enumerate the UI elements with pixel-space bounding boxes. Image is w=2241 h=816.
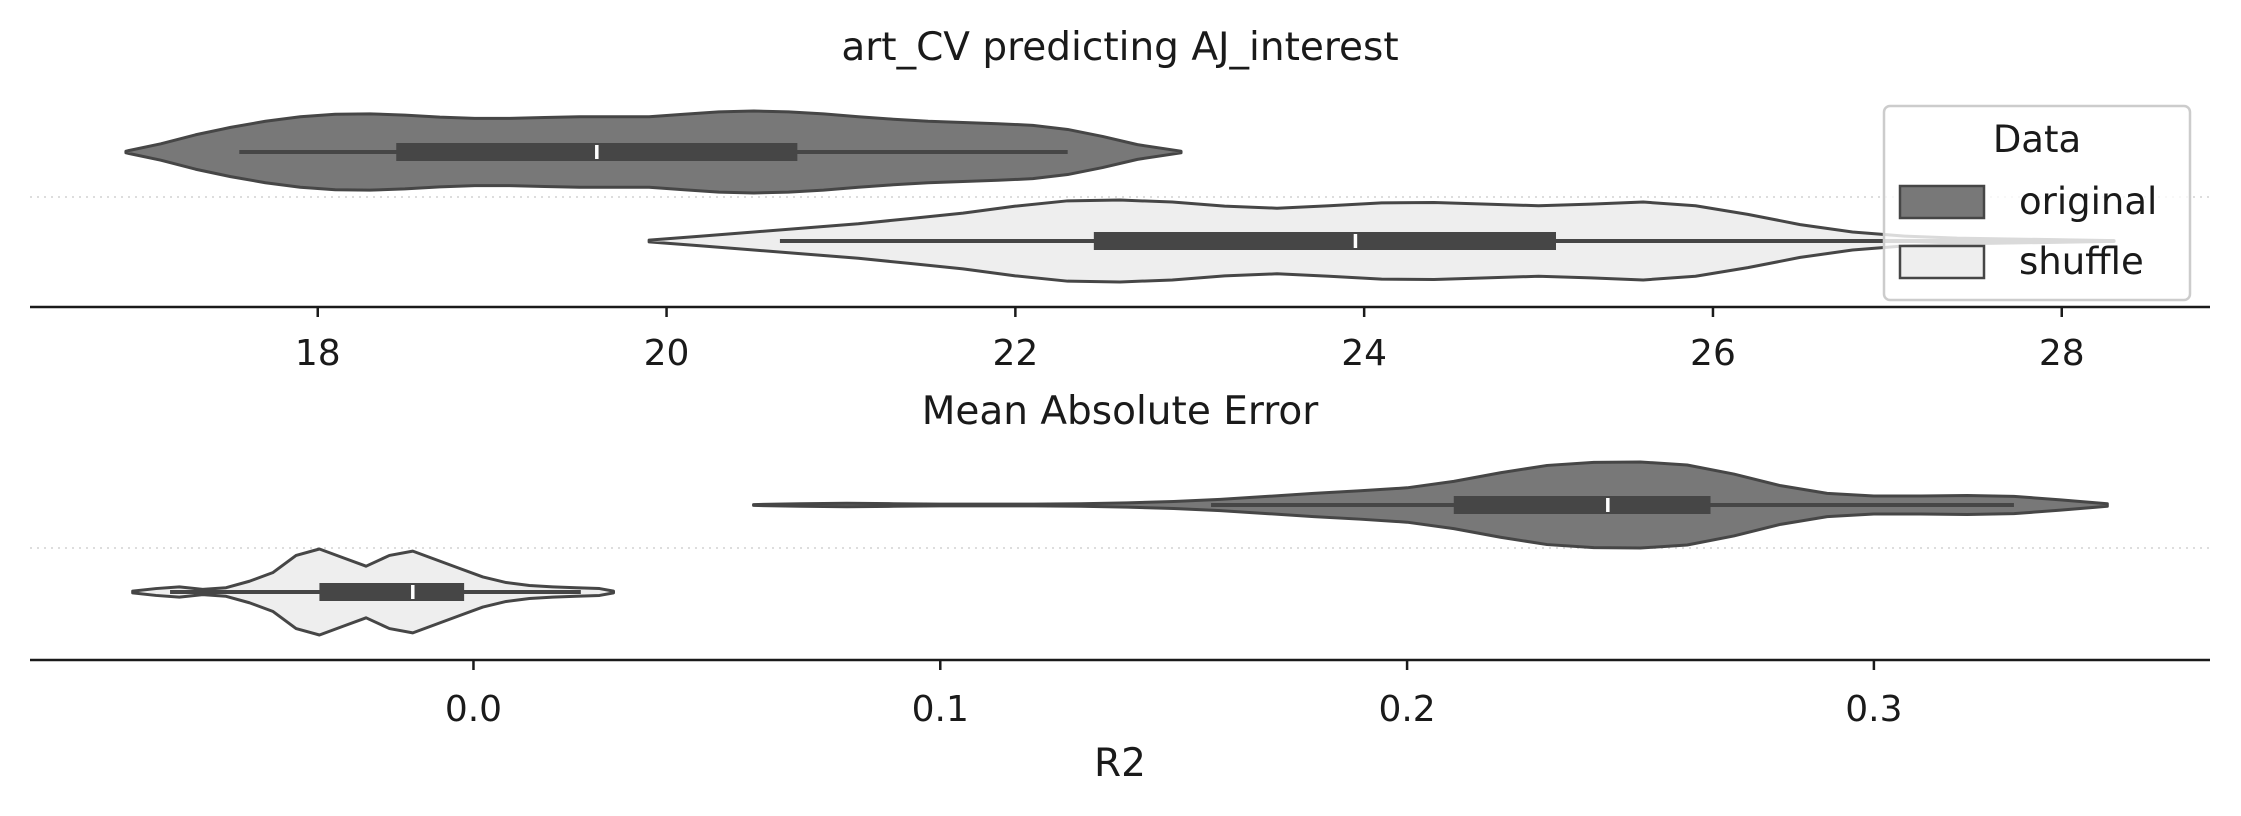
legend-swatch-original <box>1898 184 1986 220</box>
legend-label-shuffle: shuffle <box>2019 240 2144 283</box>
x-tick-label: 0.0 <box>445 689 502 730</box>
x-tick-label: 0.1 <box>912 689 969 730</box>
x-tick-label: 28 <box>2039 333 2085 374</box>
x-ticks-r2: 0.0 0.1 0.2 0.3 <box>445 660 1903 730</box>
violins-mae <box>124 109 2116 284</box>
x-tick-label: 20 <box>644 333 690 374</box>
panel-bottom: 0.0 0.1 0.2 0.3 R2 <box>30 460 2210 786</box>
x-axis-label-top: Mean Absolute Error <box>922 389 1320 434</box>
panel-top: 18 20 22 24 26 28 Mean Absolute Error <box>30 109 2210 434</box>
iqr-box-original <box>1453 496 1711 514</box>
legend-swatch-shuffle <box>1898 244 1986 280</box>
x-axis-label-bottom: R2 <box>1094 741 1146 786</box>
legend-title: Data <box>1993 118 2081 161</box>
violins-r2 <box>131 460 2109 637</box>
chart-title: art_CV predicting AJ_interest <box>841 25 1398 70</box>
x-tick-label: 24 <box>1341 333 1387 374</box>
x-tick-label: 26 <box>1690 333 1736 374</box>
x-tick-label: 18 <box>295 333 341 374</box>
legend: Data original shuffle <box>1882 104 2192 302</box>
legend-label-original: original <box>2019 180 2157 223</box>
x-ticks-mae: 18 20 22 24 26 28 <box>295 307 2085 374</box>
x-tick-label: 22 <box>992 333 1038 374</box>
iqr-box-shuffle <box>1093 232 1556 250</box>
x-tick-label: 0.2 <box>1378 689 1435 730</box>
iqr-box-shuffle <box>319 583 465 601</box>
x-tick-label: 0.3 <box>1845 689 1902 730</box>
